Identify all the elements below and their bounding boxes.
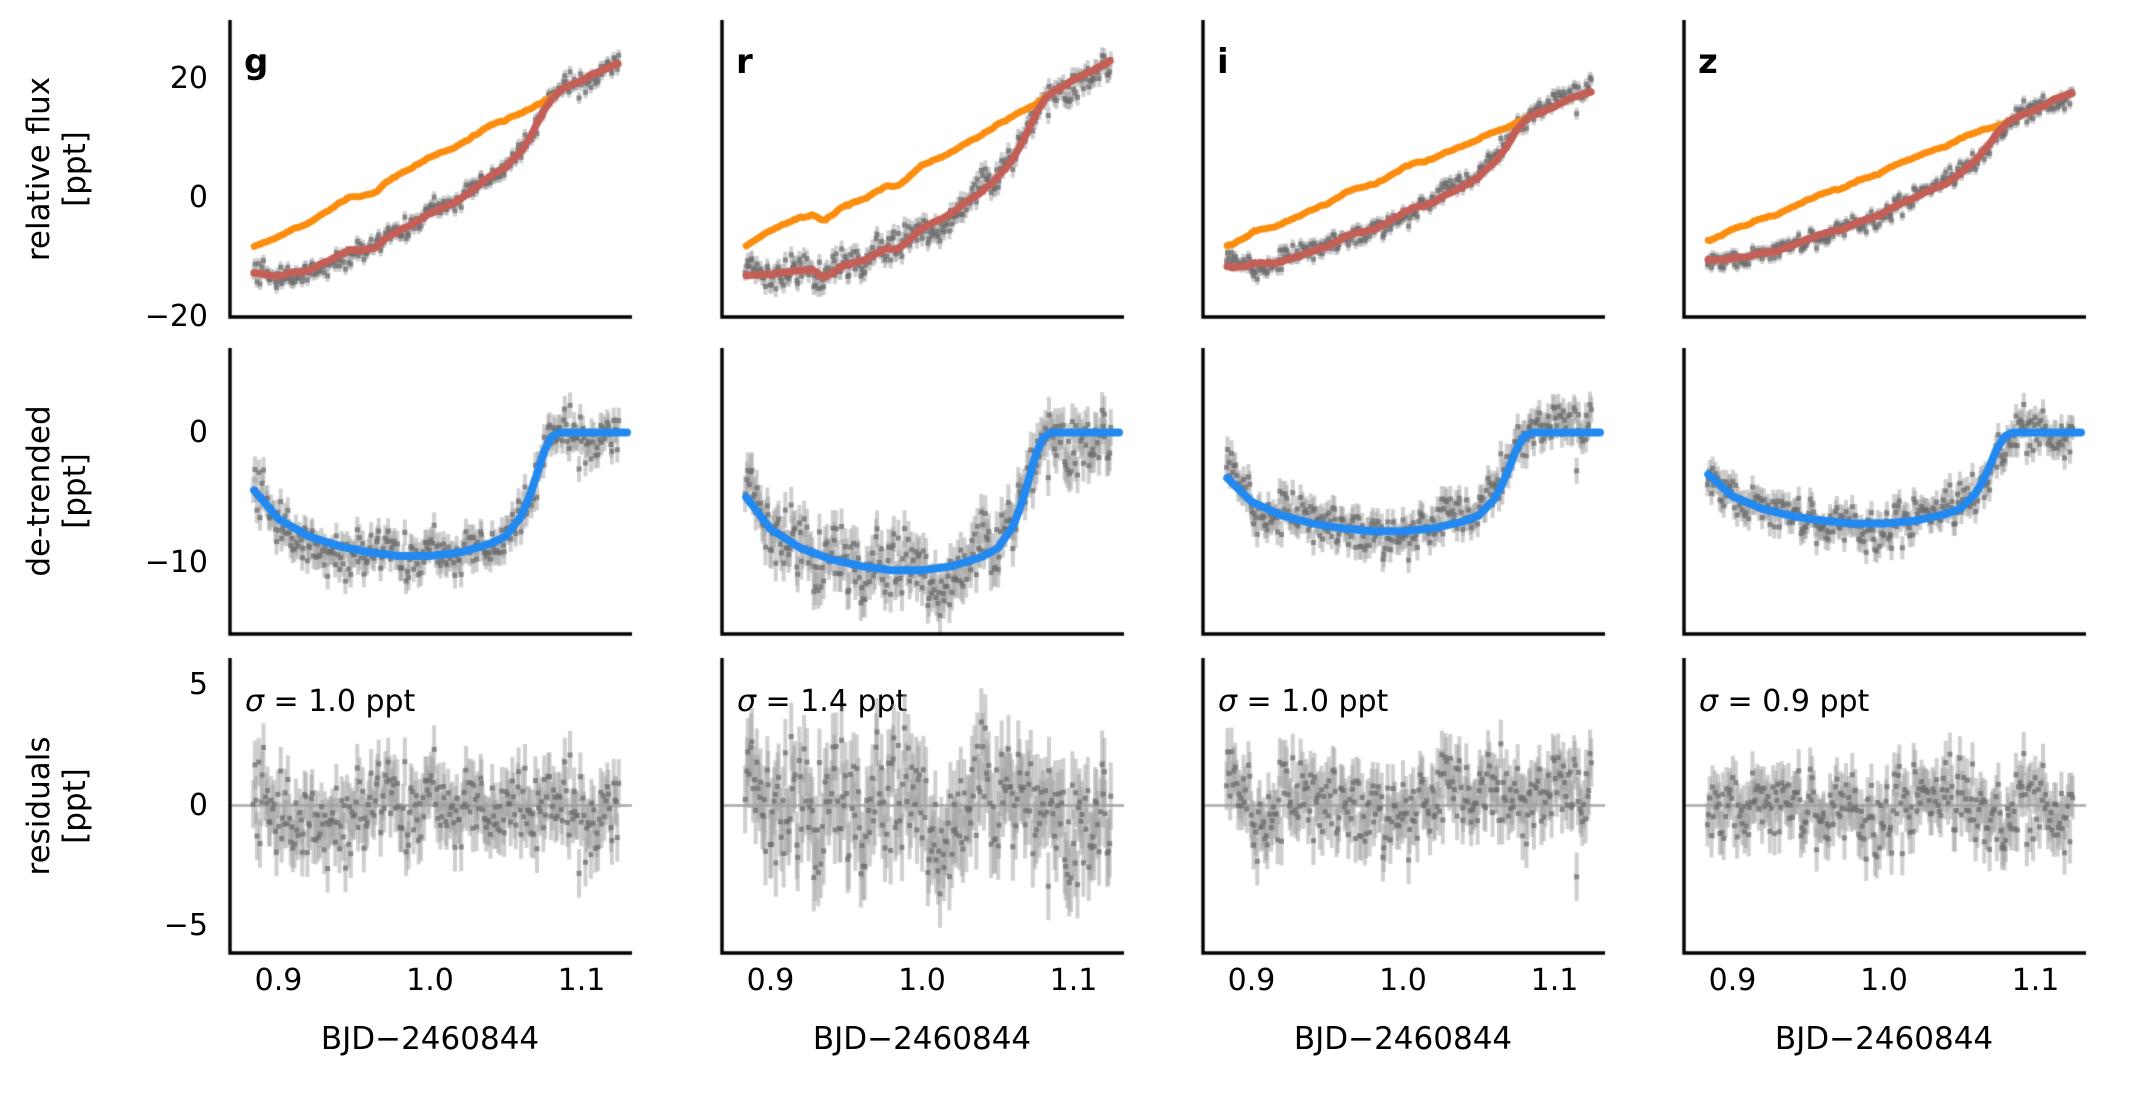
panel-canvas-z-relative-flux <box>1678 14 2090 323</box>
panel-canvas-z-de-trended <box>1678 342 2090 640</box>
y-tick-label: 0 <box>188 414 208 450</box>
panel-canvas-r-relative-flux <box>716 14 1128 323</box>
panel-canvas-g-residuals <box>224 652 636 959</box>
x-axis-label: BJD−2460844 <box>320 1021 540 1057</box>
y-axis-label-line: [ppt] <box>57 130 93 207</box>
y-axis-label-line: relative flux <box>21 76 57 261</box>
y-tick-label: 20 <box>169 61 208 97</box>
panel-canvas-r-residuals <box>716 652 1128 959</box>
panel-canvas-r-de-trended <box>716 342 1128 640</box>
x-tick-label: 1.0 <box>898 963 946 998</box>
panel-canvas-i-relative-flux <box>1197 14 1609 323</box>
x-axis-label: BJD−2460844 <box>1774 1021 1994 1057</box>
y-axis-label-relative-flux: relative flux [ppt] <box>21 76 93 260</box>
x-tick-label: 0.9 <box>1708 963 1757 998</box>
x-tick-label: 1.1 <box>1530 963 1579 998</box>
y-tick-label: 5 <box>188 666 208 702</box>
x-tick-label: 1.0 <box>406 963 454 998</box>
y-axis-label-de-trended: de-trended [ppt] <box>21 405 93 576</box>
y-tick-label: 0 <box>188 787 208 823</box>
panel-canvas-g-de-trended <box>224 342 636 640</box>
x-tick-label: 1.0 <box>1860 963 1908 998</box>
panel-canvas-i-residuals <box>1197 652 1609 959</box>
y-tick-label: −20 <box>144 299 208 334</box>
y-tick-label: 0 <box>188 180 208 216</box>
x-tick-label: 0.9 <box>1227 963 1276 998</box>
y-axis-label-line: [ppt] <box>57 767 93 844</box>
y-tick-label: −5 <box>163 908 208 944</box>
x-tick-label: 1.0 <box>1379 963 1427 998</box>
x-axis-label: BJD−2460844 <box>1293 1021 1513 1057</box>
x-tick-label: 1.1 <box>1049 963 1098 998</box>
y-axis-label-line: residuals <box>21 736 57 875</box>
y-axis-label-residuals: residuals [ppt] <box>21 736 93 875</box>
panel-canvas-i-de-trended <box>1197 342 1609 640</box>
y-axis-label-line: de-trended <box>21 405 57 577</box>
x-tick-label: 0.9 <box>254 963 303 998</box>
x-tick-label: 1.1 <box>2011 963 2060 998</box>
x-axis-label: BJD−2460844 <box>812 1021 1032 1057</box>
panel-canvas-z-residuals <box>1678 652 2090 959</box>
x-tick-label: 0.9 <box>746 963 795 998</box>
y-tick-label: −10 <box>144 544 208 580</box>
x-tick-label: 1.1 <box>557 963 606 998</box>
panel-canvas-g-relative-flux <box>224 14 636 323</box>
y-axis-label-line: [ppt] <box>57 453 93 529</box>
